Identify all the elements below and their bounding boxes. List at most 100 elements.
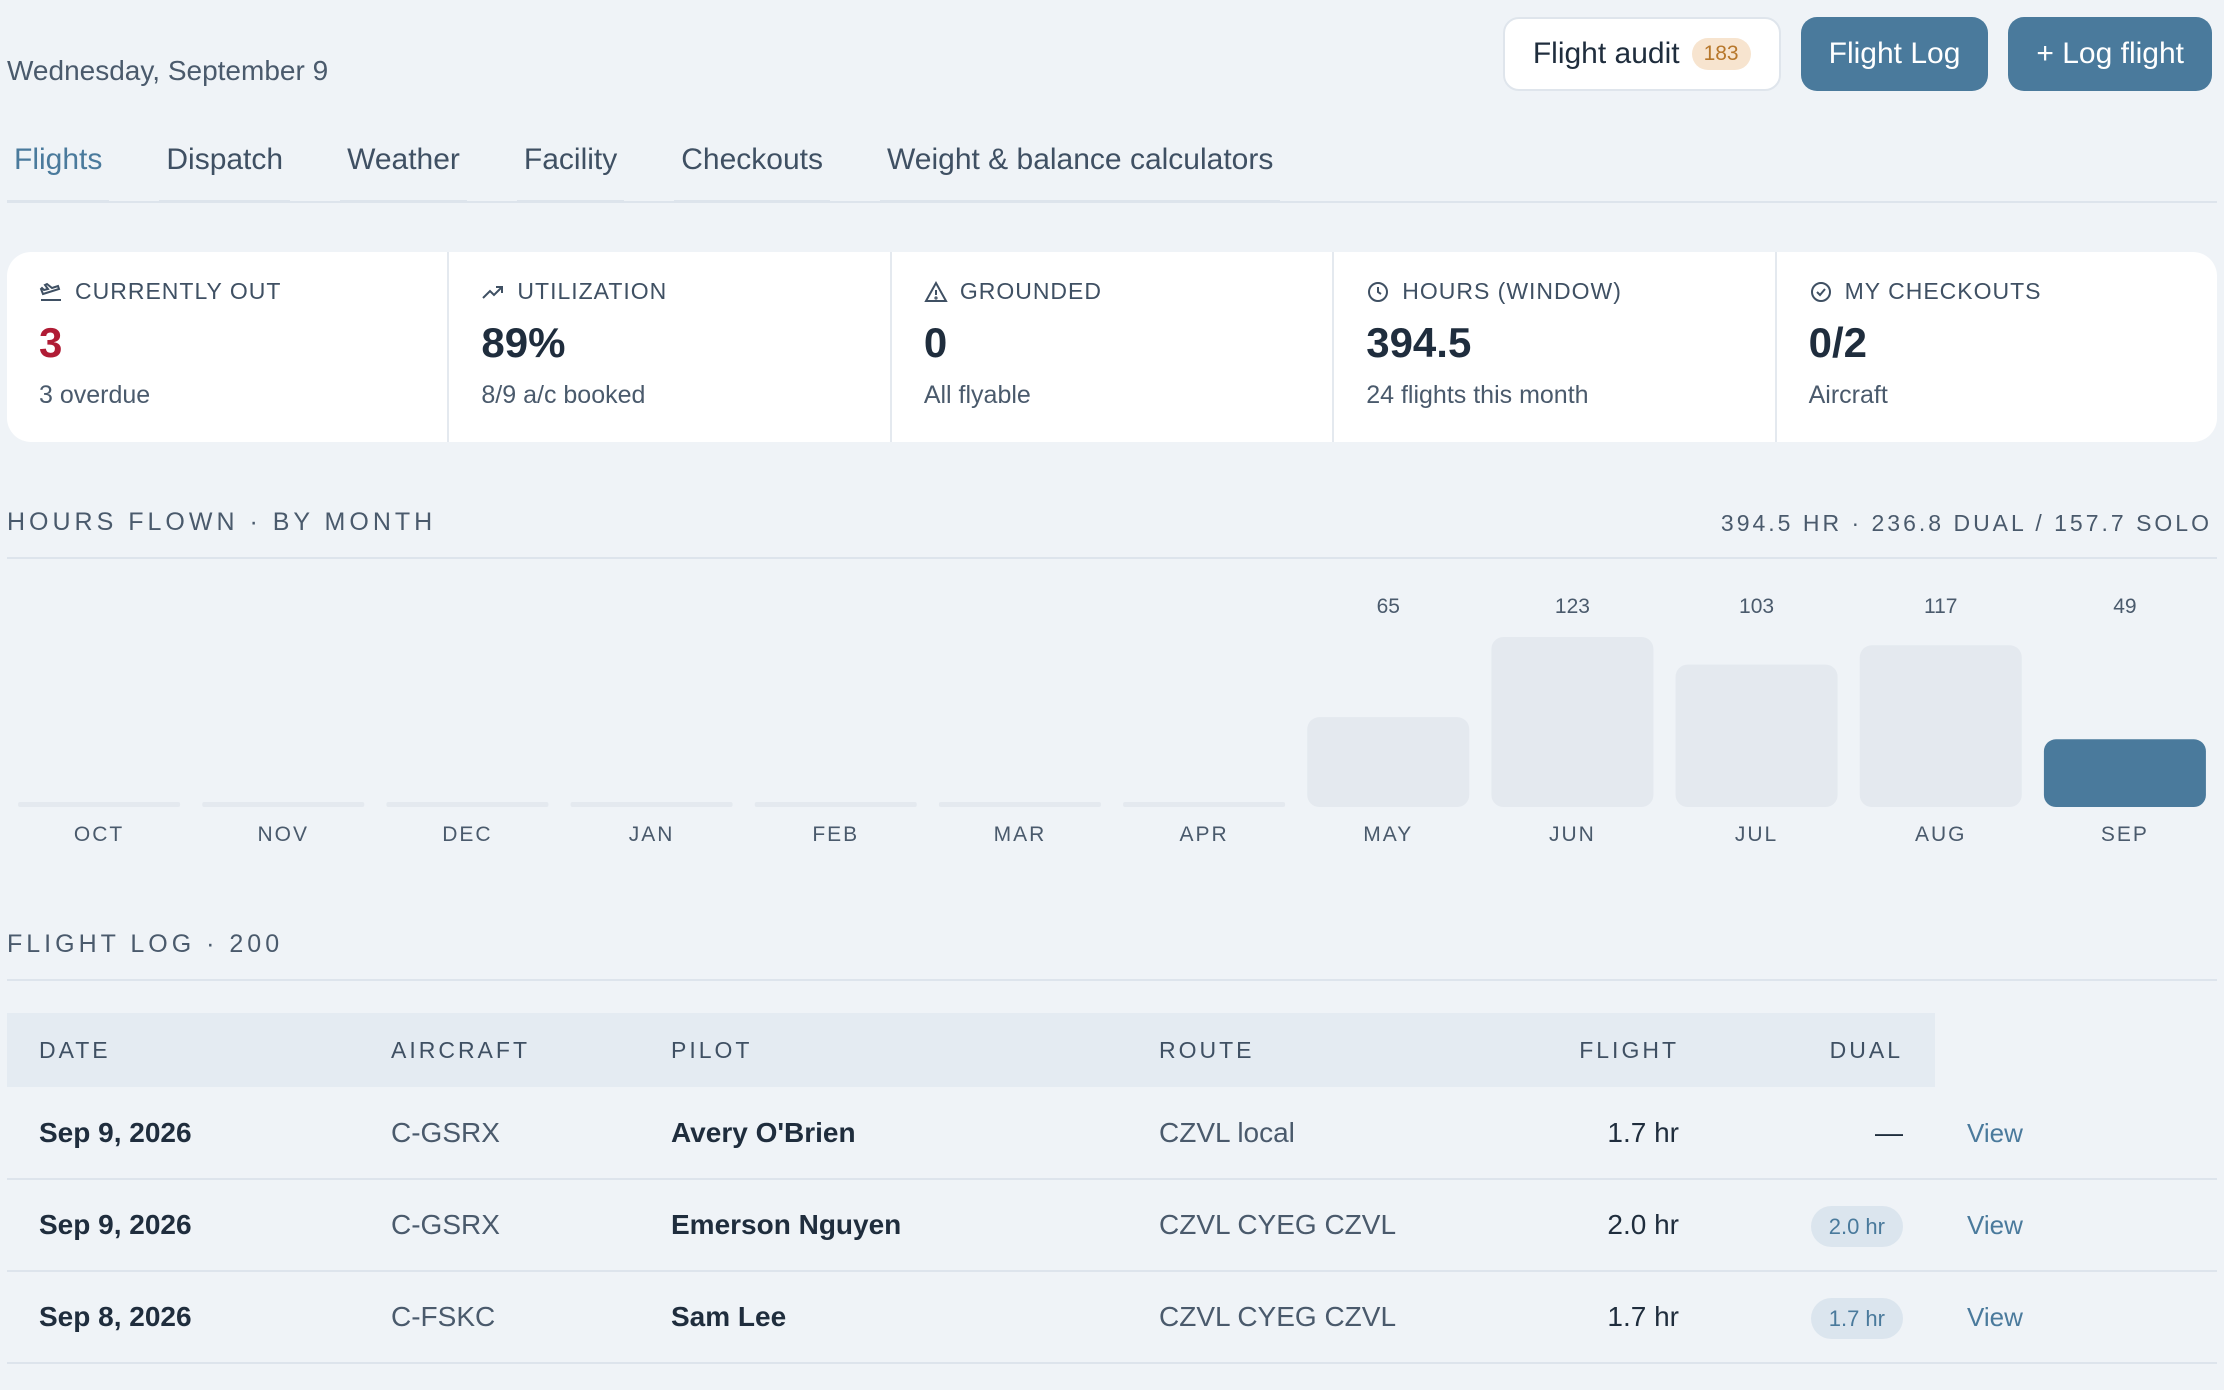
cell-pilot: Emerson Nguyen [639, 1179, 1127, 1272]
tick-label-jun: JUN [1549, 823, 1596, 846]
kpi-subtext: All flyable [923, 381, 1031, 409]
tick-label-oct: OCT [74, 823, 124, 846]
bar-mar [938, 802, 1101, 807]
kpi-label: UTILIZATION [517, 278, 668, 304]
data-label-sep: 49 [2113, 595, 2136, 618]
tab-weight-balance[interactable]: Weight & balance calculators [880, 135, 1281, 203]
departure-icon [39, 282, 61, 301]
view-link[interactable]: View [1967, 1302, 2023, 1332]
cell-flight: 1.7 hr [1487, 1271, 1711, 1364]
cell-aircraft: C-GSRX [359, 1179, 639, 1272]
col-actions [1935, 1013, 2217, 1087]
cell-route: CZVL CYEG CZVL [1127, 1271, 1487, 1364]
bar-apr [1123, 802, 1286, 807]
log-flight-button[interactable]: + Log flight [2008, 17, 2212, 91]
view-link[interactable]: View [1967, 1117, 2023, 1148]
cell-route: CZVL local [1127, 1087, 1487, 1180]
tick-label-feb: FEB [812, 823, 859, 846]
flight-log-table: DATE AIRCRAFT PILOT ROUTE FLIGHT DUAL Se… [7, 1013, 2217, 1364]
flight-log-title: FLIGHT LOG · 200 [7, 930, 284, 958]
tick-label-sep: SEP [2101, 823, 2149, 846]
kpi-utilization: UTILIZATION 89% 8/9 a/c booked [449, 252, 892, 442]
bar-nov [202, 802, 365, 807]
kpi-label: GROUNDED [959, 278, 1102, 304]
col-pilot: PILOT [639, 1013, 1127, 1087]
tab-dispatch[interactable]: Dispatch [159, 135, 291, 203]
clock-icon [1368, 281, 1389, 302]
current-date: Wednesday, September 9 [7, 55, 329, 86]
cell-aircraft: C-FSKC [359, 1271, 639, 1364]
kpi-value: 3 [39, 319, 63, 366]
cell-pilot: Sam Lee [639, 1271, 1127, 1364]
col-aircraft: AIRCRAFT [359, 1013, 639, 1087]
data-label-may: 65 [1377, 595, 1400, 618]
cell-flight: 2.0 hr [1487, 1179, 1711, 1272]
audit-count-badge: 183 [1691, 38, 1751, 70]
kpi-value: 0 [923, 319, 948, 366]
cell-route: CZVL CYEG CZVL [1127, 1179, 1487, 1272]
cell-pilot: Avery O'Brien [639, 1087, 1127, 1180]
tab-weather[interactable]: Weather [340, 135, 467, 203]
trend-up-icon [482, 285, 504, 299]
main-tabs: Flights Dispatch Weather Facility Checko… [7, 135, 2217, 203]
divider [7, 979, 2217, 981]
tick-label-jul: JUL [1735, 823, 1778, 846]
table-row[interactable]: Sep 9, 2026 C-GSRX Avery O'Brien CZVL lo… [7, 1087, 2217, 1180]
divider [7, 557, 2217, 559]
kpi-my-checkouts: MY CHECKOUTS 0/2 Aircraft [1777, 252, 2217, 442]
kpi-currently-out: CURRENTLY OUT 3 3 overdue [7, 252, 450, 442]
dual-pill: 2.0 hr [1810, 1206, 1903, 1247]
kpi-hours-window: HOURS (WINDOW) 394.5 24 flights this mon… [1334, 252, 1777, 442]
tick-label-nov: NOV [257, 823, 309, 846]
kpi-value: 394.5 [1366, 319, 1472, 366]
kpi-subtext: Aircraft [1808, 381, 1888, 409]
kpi-grounded: GROUNDED 0 All flyable [892, 252, 1335, 442]
kpi-strip: CURRENTLY OUT 3 3 overdue UTILIZATION 89… [7, 252, 2217, 442]
cell-date: Sep 9, 2026 [7, 1087, 359, 1180]
tab-facility[interactable]: Facility [516, 135, 625, 203]
dual-pill: 1.7 hr [1810, 1298, 1903, 1339]
kpi-subtext: 24 flights this month [1366, 381, 1589, 409]
tick-label-apr: APR [1179, 823, 1228, 846]
cell-date: Sep 8, 2026 [7, 1271, 359, 1364]
kpi-label: CURRENTLY OUT [75, 278, 282, 304]
table-header-row: DATE AIRCRAFT PILOT ROUTE FLIGHT DUAL [7, 1013, 2217, 1087]
kpi-subtext: 3 overdue [39, 381, 151, 409]
col-date: DATE [7, 1013, 359, 1087]
tick-label-mar: MAR [994, 823, 1047, 846]
bar-aug [1859, 645, 2022, 807]
bar-dec [386, 802, 549, 807]
col-flight: FLIGHT [1487, 1013, 1711, 1087]
kpi-label: MY CHECKOUTS [1844, 278, 2042, 304]
view-link[interactable]: View [1967, 1210, 2023, 1240]
table-row[interactable]: Sep 8, 2026 C-FSKC Sam Lee CZVL CYEG CZV… [7, 1271, 2217, 1364]
data-label-aug: 117 [1924, 595, 1957, 618]
warning-icon [924, 280, 948, 302]
cell-dual: — [1711, 1087, 1935, 1180]
table-row[interactable]: Sep 9, 2026 C-GSRX Emerson Nguyen CZVL C… [7, 1179, 2217, 1272]
flight-audit-button[interactable]: Flight audit 183 [1502, 17, 1781, 91]
tick-label-aug: AUG [1915, 823, 1967, 846]
col-route: ROUTE [1127, 1013, 1487, 1087]
bar-jun [1491, 637, 1654, 807]
kpi-value: 89% [481, 319, 566, 366]
bar-feb [754, 802, 917, 807]
data-label-jul: 103 [1739, 595, 1774, 618]
bar-jul [1675, 664, 1838, 807]
tick-label-dec: DEC [442, 823, 492, 846]
bar-jan [570, 802, 733, 807]
bar-sep [2043, 739, 2206, 807]
check-circle-icon [1810, 281, 1831, 302]
cell-flight: 1.7 hr [1487, 1087, 1711, 1180]
tab-flights[interactable]: Flights [7, 135, 110, 203]
hours-summary: 394.5 HR · 236.8 DUAL / 157.7 SOLO [1720, 510, 2212, 536]
kpi-label: HOURS (WINDOW) [1402, 278, 1622, 304]
col-dual: DUAL [1711, 1013, 1935, 1087]
kpi-subtext: 8/9 a/c booked [481, 381, 646, 409]
flight-log-button[interactable]: Flight Log [1800, 17, 1989, 91]
header-actions: Flight audit 183 Flight Log + Log flight [1502, 17, 2212, 91]
tab-checkouts[interactable]: Checkouts [674, 135, 831, 203]
tick-label-jan: JAN [629, 823, 675, 846]
data-label-jun: 123 [1555, 595, 1590, 618]
tick-label-may: MAY [1363, 823, 1413, 846]
